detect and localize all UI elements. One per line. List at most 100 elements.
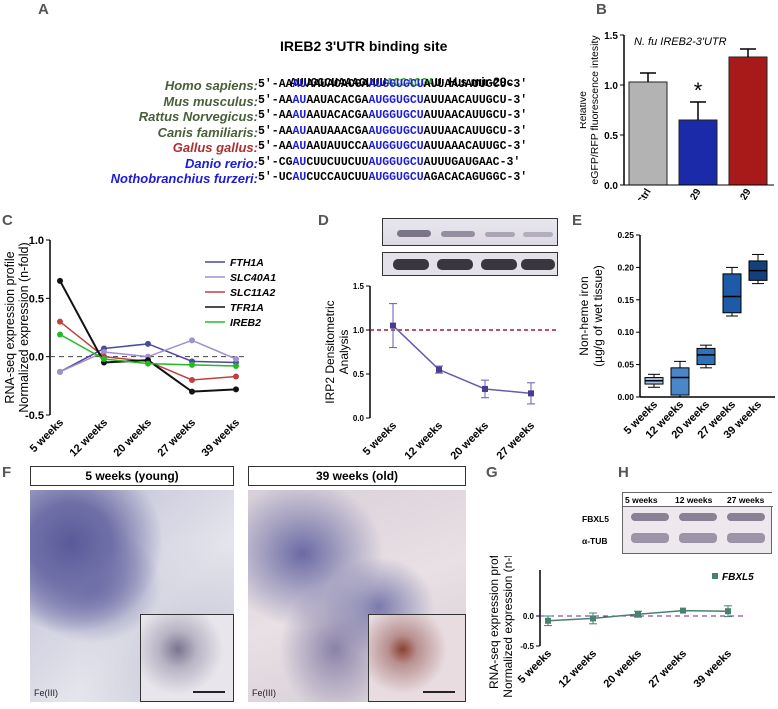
species-sequence: 5'-AAAUAAUACACGAAUGGUGCUAUUAAUAUUGCU-3' xyxy=(258,78,527,91)
data-point xyxy=(233,373,239,380)
species-row: Nothobranchius furzeri: 5'-UCAUCUCCAUCUUA… xyxy=(0,171,528,186)
x-tick-label: 39 weeks xyxy=(691,648,734,691)
y-tick-label: 1.0 xyxy=(604,81,618,92)
data-point xyxy=(233,356,239,362)
box xyxy=(696,347,716,366)
y-tick-label: 0.05 xyxy=(617,360,634,370)
sequence-segment: AUUAACAUUGCU-3' xyxy=(423,93,528,107)
species-sequence: 5'-AAAUAAUACACGAAUGGUGCUAUUAACAUUGCU-3' xyxy=(258,94,527,107)
data-point xyxy=(101,356,107,362)
data-point xyxy=(590,615,596,622)
y-tick-label: 1.0 xyxy=(353,326,365,335)
bar xyxy=(628,81,668,186)
y-tick-label: 0.25 xyxy=(617,230,634,240)
y-axis-title: RelativeeGFP/RFP fluorescence intesity xyxy=(580,35,601,185)
sequence-segment: AUUUGAUGAAC-3' xyxy=(423,155,521,169)
sequence-segment: AU xyxy=(292,109,307,122)
x-tick-label: 12 weeks xyxy=(402,420,445,463)
species-row: Danio rerio: 5'-CGAUCUUCUUCUUAUGGUGCUAUUU… xyxy=(0,156,520,171)
y-tick-label: 1.0 xyxy=(29,235,44,247)
blot-h-label-2: α-TUB xyxy=(582,536,608,546)
sequence-segment: AUGGUGCU xyxy=(368,109,424,122)
y-axis-title: IRP2 DensitometricAnalysis xyxy=(323,300,351,403)
x-tick-label: Δ + mir-29 xyxy=(720,187,754,200)
legend-swatch xyxy=(712,573,718,579)
significance-marker: * xyxy=(694,78,703,103)
y-tick-label: 0.5 xyxy=(604,131,618,142)
blot-h-header: 5 weeks 12 weeks 27 weeks xyxy=(623,493,773,507)
y-axis-title: RNA-seq expression profileNormalized exp… xyxy=(3,242,31,412)
chart-title: N. fu IREB2-3'UTR xyxy=(634,36,727,48)
x-tick-label: 39 weeks xyxy=(199,417,242,460)
chart-b: 0.0 0.5 1.0 1.5 N. fu IREB2-3'UTR RelativeeGF… xyxy=(580,31,774,200)
data-point xyxy=(390,322,396,329)
x-tick-label: 5 weeks xyxy=(28,417,66,455)
histology-image-young: Fe(III) xyxy=(30,490,234,702)
species-name: Homo sapiens: xyxy=(164,78,258,93)
y-tick-label: 0.5 xyxy=(29,293,44,305)
sequence-segment: AAUACAC xyxy=(306,78,355,91)
sequence-segment: 5'-UC xyxy=(258,171,293,184)
species-name: Rattus Norvegicus: xyxy=(138,109,258,124)
data-point xyxy=(482,385,488,392)
y-tick-label: 1.5 xyxy=(604,31,618,42)
data-point xyxy=(101,349,107,355)
legend-label: FBXL5 xyxy=(722,572,754,583)
mir-seq-suffix: U xyxy=(434,77,442,90)
sequence-segment: AUGGUGCU xyxy=(368,155,424,169)
data-point xyxy=(189,361,195,368)
data-point xyxy=(189,377,195,383)
sequence-segment: GA xyxy=(354,109,369,122)
sequence-segment: CA xyxy=(354,140,369,153)
species-row: Canis familiaris: 5'-AAAUAAUAAACGAAUGGUGC… xyxy=(0,124,528,140)
sequence-segment: AUGGUGCU xyxy=(368,78,424,91)
sequence-segment: AUUAACAUUGCU-3' xyxy=(423,124,528,138)
data-point xyxy=(189,388,195,395)
sequence-segment: AAUACAC xyxy=(306,109,355,122)
panel-a-title: IREB2 3'UTR binding site xyxy=(280,38,448,54)
data-point xyxy=(57,277,63,284)
data-point xyxy=(725,608,731,615)
box xyxy=(722,273,742,314)
mir-seq-seed: ACCACGA xyxy=(386,77,435,90)
y-axis-title: RNA-seq expression profileNormalized exp… xyxy=(487,556,515,698)
scale-bar-young xyxy=(193,691,225,693)
x-tick-label: +mir-29 xyxy=(676,187,704,200)
western-blot-irp2 xyxy=(382,218,558,246)
x-tick-label: Ctrl xyxy=(635,187,653,200)
data-point xyxy=(635,611,641,618)
legend-label: SLC11A2 xyxy=(230,287,275,299)
legend-label: SLC40A1 xyxy=(230,272,276,284)
species-name: Nothobranchius furzeri: xyxy=(110,171,258,186)
chart-e: 0.00 0.05 0.10 0.15 0.20 0.25 Non-heme iron(µg… xyxy=(577,230,775,441)
sequence-segment: 5'-AA xyxy=(258,109,293,122)
legend-label: TFR1A xyxy=(230,302,264,314)
sequence-segment: AGACACAGUGGC-3' xyxy=(423,171,528,184)
blot-h-week-1: 5 weeks xyxy=(625,495,658,505)
panel-label-b: B xyxy=(596,1,607,18)
sequence-segment: AU xyxy=(292,140,307,153)
sequence-segment: AUGGUGCU xyxy=(368,171,424,184)
legend-label: FTH1A xyxy=(230,257,264,269)
y-tick-label: -0.5 xyxy=(520,642,534,651)
data-point xyxy=(233,386,239,393)
histology-title-young: 5 weeks (young) xyxy=(30,466,234,486)
histology-title-old: 39 weeks (old) xyxy=(248,466,466,486)
species-row: Gallus gallus: 5'-AAAUAAUAUUCCAAUGGUGCUAU… xyxy=(0,140,527,155)
sequence-segment: UU xyxy=(354,171,369,184)
data-point xyxy=(145,340,151,347)
species-sequence: 5'-UCAUCUCCAUCUUAUGGUGCUAGACACAGUGGC-3' xyxy=(258,171,527,184)
sequence-segment: AUGGUGCU xyxy=(368,140,424,153)
sequence-segment: AUUAAACAUUGC-3' xyxy=(423,140,528,153)
data-point xyxy=(57,318,63,325)
species-name: Mus musculus: xyxy=(163,93,258,109)
y-tick-label: 1.5 xyxy=(353,282,365,291)
inset-old xyxy=(368,614,466,702)
panel-label-a: A xyxy=(38,1,49,18)
species-sequence: 5'-AAAUAAUAAACGAAUGGUGCUAUUAACAUUGCU-3' xyxy=(258,125,527,138)
species-name: Canis familiaris: xyxy=(157,124,258,140)
sequence-segment: AUUAAUAUUGCU-3' xyxy=(423,78,528,91)
bar xyxy=(728,56,768,186)
blot-h-week-2: 12 weeks xyxy=(675,495,713,505)
data-point xyxy=(436,366,442,373)
